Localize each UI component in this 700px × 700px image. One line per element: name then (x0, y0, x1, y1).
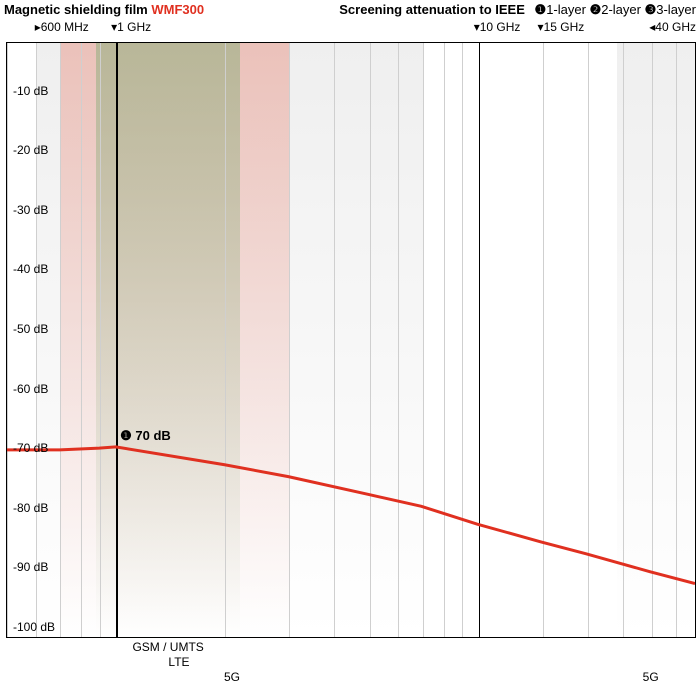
x-marker: ▾10 GHz (474, 20, 521, 34)
x-marker: ▾1 GHz (111, 20, 151, 34)
title-left: Magnetic shielding film WMF300 (4, 2, 204, 17)
y-tick-label: -50 dB (13, 322, 48, 336)
x-markers-row: ▸600 MHz ▾1 GHz ▾10 GHz ▾15 GHz ◂40 GHz (0, 20, 700, 40)
y-tick-label: -40 dB (13, 262, 48, 276)
legend-item: ❸3-layer (641, 2, 696, 17)
chart-container: Magnetic shielding film WMF300 Screening… (0, 0, 700, 700)
band-label: GSM / UMTS (128, 640, 208, 654)
legend: ❶1-layer ❷2-layer ❸3-layer (535, 2, 696, 17)
y-tick-label: -10 dB (13, 84, 48, 98)
y-tick-layer: -10 dB -20 dB -30 dB -40 dB -50 dB -60 dB -70 … (7, 43, 695, 637)
x-marker: ▸600 MHz (35, 20, 89, 34)
band-label: LTE (139, 655, 219, 669)
callout-70db: ❶ 70 dB (120, 428, 171, 444)
y-tick-label: -60 dB (13, 382, 48, 396)
plot-area: -10 dB -20 dB -30 dB -40 dB -50 dB -60 dB -70 … (6, 42, 696, 638)
x-marker: ▾15 GHz (538, 20, 585, 34)
y-tick-label: -80 dB (13, 501, 48, 515)
y-tick-label: -20 dB (13, 143, 48, 157)
title-left-b: WMF300 (151, 2, 204, 17)
title-right-text: Screening attenuation to IEEE (339, 2, 525, 17)
title-right: Screening attenuation to IEEE ❶1-layer ❷… (339, 2, 696, 18)
y-tick-label: -70 dB (13, 441, 48, 455)
header-row: Magnetic shielding film WMF300 Screening… (0, 2, 700, 22)
band-label: 5G (611, 670, 691, 684)
legend-item: ❶1-layer (535, 2, 586, 17)
x-marker: ◂40 GHz (649, 20, 696, 34)
y-tick-label: -90 dB (13, 560, 48, 574)
legend-item: ❷2-layer (586, 2, 641, 17)
y-tick-label: -100 dB (13, 620, 55, 634)
band-label: 5G (192, 670, 272, 684)
y-tick-label: -30 dB (13, 203, 48, 217)
title-left-a: Magnetic shielding film (4, 2, 151, 17)
